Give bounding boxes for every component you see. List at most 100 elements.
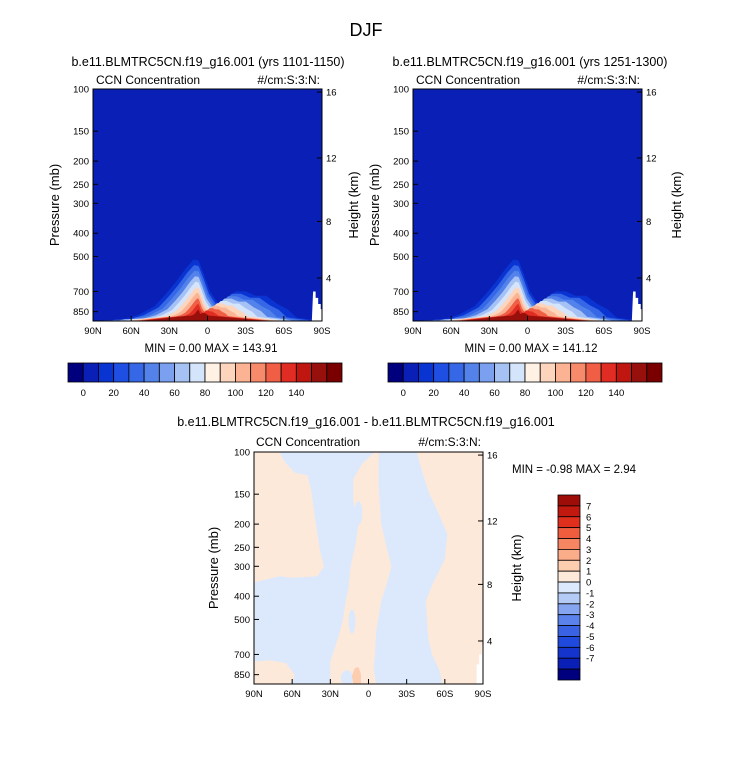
panel-b-colorbar-swatch	[418, 362, 435, 383]
panel-c-positive-region	[330, 452, 392, 684]
panel-a-y-right-tick-label: 8	[326, 217, 331, 228]
panel-c-colorbar-label: -3	[586, 610, 594, 621]
panel-b-right-label: #/cm:S:3:N:	[577, 73, 640, 87]
panel-b-colorbar-swatch	[463, 362, 480, 383]
panel-c-x-tick-label: 60N	[283, 689, 301, 700]
panel-c-plot-area	[254, 452, 483, 684]
panel-c-colorbar-swatch	[557, 494, 581, 507]
panel-a-blank-corner	[311, 291, 322, 321]
panel-c-local-maximum	[351, 667, 361, 684]
panel-a-left-label: CCN Concentration	[96, 73, 200, 87]
panel-a-x-tick-label: 30S	[237, 326, 254, 337]
panel-b-y-tick-label: 150	[393, 127, 409, 138]
panel-c-y-tick-label: 150	[234, 490, 250, 501]
panel-b-colorbar-swatch	[524, 362, 541, 383]
panel-c-colorbar-label: -2	[586, 599, 594, 610]
panel-c-colorbar-label: 1	[586, 567, 591, 578]
panel-b-x-tick-label: 30S	[557, 326, 574, 337]
panel-b-blank-corner	[631, 291, 642, 321]
panel-c-colorbar-swatch	[557, 559, 581, 572]
panel-b-y-right-tick-label: 16	[646, 88, 657, 99]
panel-a-colorbar-label: 120	[258, 388, 274, 399]
panel-b-colorbar-swatch	[478, 362, 495, 383]
panel-b-colorbar-swatch	[600, 362, 617, 383]
panel-a-x-tick-label: 90N	[84, 326, 102, 337]
panel-a-colorbar-label: 60	[169, 388, 180, 399]
panel-b-colorbar-label: 60	[489, 388, 500, 399]
panel-b-colorbar-swatch	[615, 362, 632, 383]
panel-b-x-tick-label: 30N	[481, 326, 499, 337]
panel-b-contour-band	[436, 276, 615, 321]
panel-a-title: b.e11.BLMTRC5CN.f19_g16.001 (yrs 1101-11…	[71, 55, 344, 69]
panel-a-colorbar-swatch	[265, 362, 282, 383]
panel-c-x-tick-label: 90N	[245, 689, 263, 700]
panel-b-contour-band	[441, 281, 609, 321]
panel-b-colorbar-label: 0	[401, 388, 406, 399]
panel-a-contour-band	[116, 276, 295, 321]
panel-b-y-right-tick-label: 8	[646, 217, 651, 228]
panel-b-colorbar-swatch	[570, 362, 587, 383]
panel-a-colorbar: 0 20 40 60 80 100 120 140	[67, 362, 343, 399]
panel-c-y-tick-label: 700	[234, 650, 250, 661]
panel-a-contour-band	[121, 281, 289, 321]
panel-c-colorbar-swatch	[557, 657, 581, 670]
panel-c-y-tick-label: 500	[234, 615, 250, 626]
panel-a-y-tick-label: 200	[73, 157, 89, 168]
panel-c-right-label: #/cm:S:3:N:	[418, 435, 481, 449]
panel-a-right-label: #/cm:S:3:N:	[257, 73, 320, 87]
panel-b-y-tick-label: 700	[393, 287, 409, 298]
panel-b-colorbar-swatch	[509, 362, 526, 383]
panel-a-colorbar-label: 40	[139, 388, 150, 399]
panel-c-negative-island	[354, 501, 363, 526]
panel-a-colorbar-swatch	[250, 362, 267, 383]
panel-c-colorbar-swatch	[557, 505, 581, 518]
panel-a-x-tick-label: 0	[205, 326, 210, 337]
panel-a-y-tick-label: 300	[73, 199, 89, 210]
panel-c-y-right-tick-label: 4	[487, 636, 492, 647]
panel-a-y-right-tick-label: 12	[326, 153, 337, 164]
panel-c-colorbar-swatch	[557, 570, 581, 583]
panel-b-contours	[413, 259, 642, 321]
panel-a-ylabel: Pressure (mb)	[47, 164, 62, 246]
panel-b-missing-data	[631, 291, 642, 321]
panel-b-y-ticks: 100 150 200 250 300 400 500 700 850	[393, 85, 418, 318]
panel-a-colorbar-label: 80	[200, 388, 211, 399]
panel-c-y-tick-label: 250	[234, 543, 250, 554]
panel-c-colorbar-label: 2	[586, 556, 591, 567]
panel-a-colorbar-swatch	[280, 362, 297, 383]
panel-c-colorbar-label: 6	[586, 512, 591, 523]
panel-a-contours	[93, 259, 322, 321]
panel-b-y-tick-label: 250	[393, 180, 409, 191]
panel-c-colorbar-swatch	[557, 625, 581, 637]
panel-b-y-tick-label: 200	[393, 157, 409, 168]
panel-b-left-label: CCN Concentration	[416, 73, 520, 87]
panel-c-colorbar-swatch	[557, 603, 581, 616]
panel-c-x-tick-label: 30S	[398, 689, 415, 700]
panel-a-y-tick-label: 250	[73, 180, 89, 191]
panel-c-negative-island	[348, 609, 356, 634]
panel-c-y-tick-label: 400	[234, 592, 250, 603]
panel-c-stats: MIN = -0.98 MAX = 2.94	[512, 464, 637, 476]
panel-b-colorbar-swatch	[646, 362, 663, 383]
panel-b-background	[413, 89, 642, 321]
panel-b-ylabel: Pressure (mb)	[367, 164, 382, 246]
panel-c-colorbar-swatch	[557, 592, 581, 605]
panel-c-y-right-tick-label: 16	[487, 451, 498, 462]
panel-a-missing-data	[311, 291, 322, 321]
panel-c-colorbar-swatch	[557, 636, 581, 648]
panel-a-colorbar-label: 20	[108, 388, 119, 399]
panel-b-colorbar-swatch	[494, 362, 511, 383]
panel-a-colorbar-swatch	[158, 362, 175, 383]
panel-c-left-label: CCN Concentration	[256, 435, 360, 449]
panel-a-x-tick-label: 60N	[122, 326, 140, 337]
panel-c-colorbar-label: 0	[586, 578, 591, 589]
panel-a-colorbar-label: 100	[228, 388, 244, 399]
panel-c-colorbar-label: 5	[586, 523, 591, 534]
panel-b-contour-band	[457, 304, 591, 321]
panel-c-missing-data	[476, 645, 483, 684]
panel-c-title: b.e11.BLMTRC5CN.f19_g16.001 - b.e11.BLMT…	[177, 415, 555, 429]
panel-c-y-tick-label: 200	[234, 520, 250, 531]
panel-b-x-ticks: 90N 60N 30N 0 30S 60S 90S	[404, 316, 650, 337]
